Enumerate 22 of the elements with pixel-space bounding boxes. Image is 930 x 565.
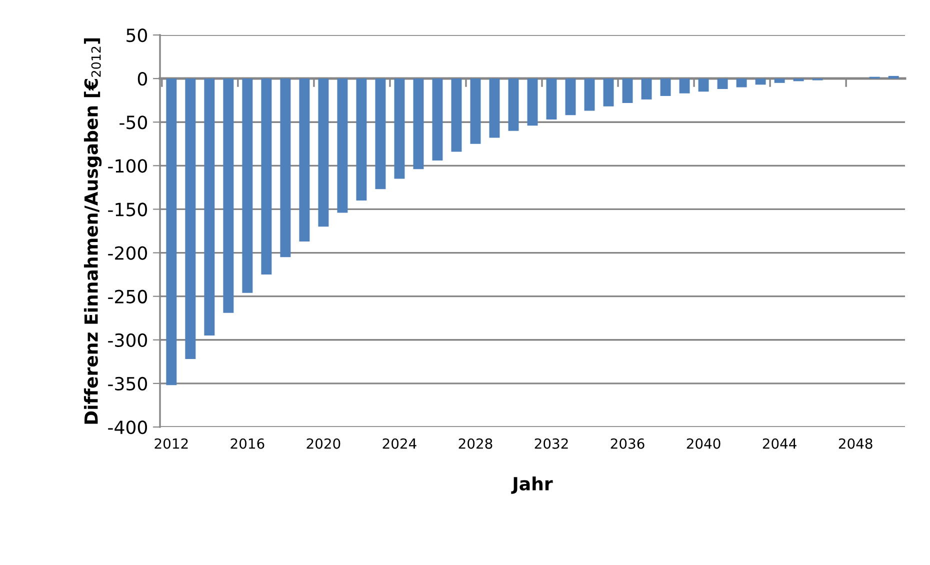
y-tick-label: -150 (108, 202, 147, 216)
y-axis-title: Differenz Einnahmen/Ausgaben [€$_{2012}$] (84, 38, 102, 424)
x-axis-title: Jahr (511, 476, 553, 494)
y-tick-label: 50 (126, 28, 147, 42)
y-tick-label: -50 (120, 116, 147, 130)
x-tick-label: 2048 (838, 438, 872, 449)
y-tick-label: -200 (108, 246, 147, 260)
y-tick-label: -250 (108, 290, 147, 304)
y-tick-label: -400 (108, 420, 147, 434)
x-tick-label: 2020 (306, 438, 340, 449)
y-tick-label: 0 (138, 72, 147, 86)
x-tick-label: 2032 (534, 438, 568, 449)
x-tick-label: 2012 (154, 438, 188, 449)
x-tick-label: 2036 (610, 438, 644, 449)
x-tick-label: 2024 (382, 438, 416, 449)
y-tick-label: -300 (108, 333, 147, 348)
x-tick-label: 2028 (458, 438, 492, 449)
x-tick-label: 2016 (230, 438, 264, 449)
x-tick-label: 2044 (762, 438, 796, 449)
x-tick-label: 2040 (686, 438, 720, 449)
y-tick-label: -350 (108, 376, 147, 391)
y-tick-label: -100 (108, 159, 147, 173)
